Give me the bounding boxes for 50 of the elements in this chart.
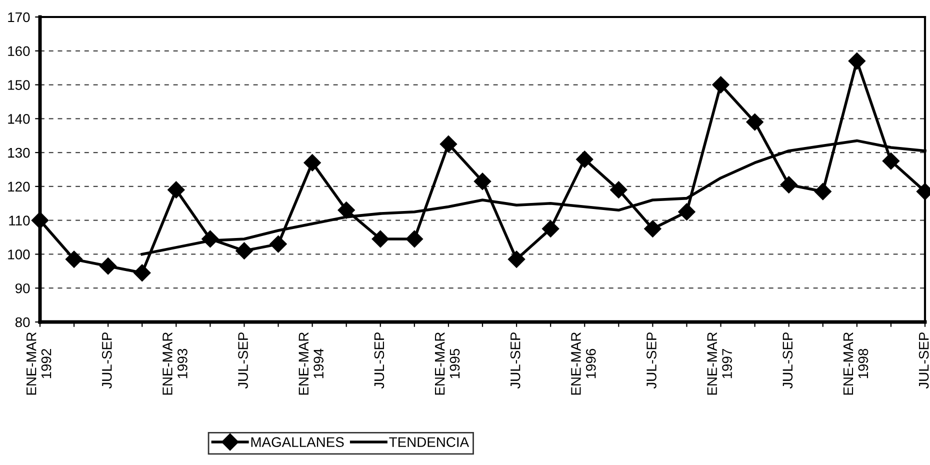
x-tick-label: JUL-SEP — [782, 332, 793, 389]
point — [236, 242, 253, 260]
point — [610, 181, 628, 198]
point — [780, 176, 798, 194]
point — [100, 258, 117, 275]
point — [746, 114, 764, 131]
point — [440, 136, 458, 153]
point — [406, 230, 423, 248]
point — [814, 182, 832, 200]
y-tick-label: 120 — [8, 182, 30, 192]
x-tick-label: ENE-MAR 1994 — [298, 332, 324, 395]
point — [542, 220, 560, 238]
x-tick-label: ENE-MAR 1995 — [435, 332, 460, 395]
y-tick-label: 130 — [8, 148, 30, 158]
x-tick-label: ENE-MAR 1998 — [843, 332, 868, 395]
legend-label: MAGALLANES — [251, 437, 344, 448]
x-tick-label: JUL-SEP — [510, 332, 520, 389]
y-tick-label: 150 — [8, 80, 30, 90]
point — [678, 203, 696, 220]
point — [508, 250, 526, 268]
x-tick-label: ENE-MAR 1993 — [162, 332, 188, 395]
point — [338, 202, 355, 219]
x-tick-label: JUL-SEP — [918, 332, 929, 389]
x-tick-label: ENE-MAR 1997 — [707, 332, 732, 395]
point — [848, 52, 866, 70]
y-tick-label: 140 — [8, 114, 30, 124]
point — [882, 152, 900, 170]
point — [576, 150, 594, 168]
point — [644, 220, 662, 238]
y-tick-label: 110 — [9, 216, 30, 226]
point — [65, 250, 83, 268]
x-tick-label: JUL-SEP — [374, 332, 384, 389]
point — [270, 236, 287, 253]
point — [134, 264, 151, 282]
point — [712, 76, 730, 94]
x-tick-label: JUL-SEP — [238, 332, 248, 389]
y-tick-label: 90 — [15, 283, 30, 294]
y-tick-label: 160 — [8, 46, 30, 56]
point — [372, 230, 389, 248]
y-tick-label: 80 — [15, 317, 30, 328]
x-tick-label: ENE-MAR 1992 — [26, 332, 52, 395]
y-tick-label: 170 — [8, 12, 30, 22]
x-tick-label: JUL-SEP — [102, 332, 112, 389]
point — [304, 154, 321, 172]
x-tick-label: ENE-MAR 1996 — [571, 332, 596, 395]
point — [474, 172, 492, 190]
y-tick-label: 100 — [8, 250, 30, 260]
point — [168, 181, 185, 198]
x-tick-label: JUL-SEP — [646, 332, 656, 389]
legend-label: TENDENCIA — [389, 437, 470, 448]
